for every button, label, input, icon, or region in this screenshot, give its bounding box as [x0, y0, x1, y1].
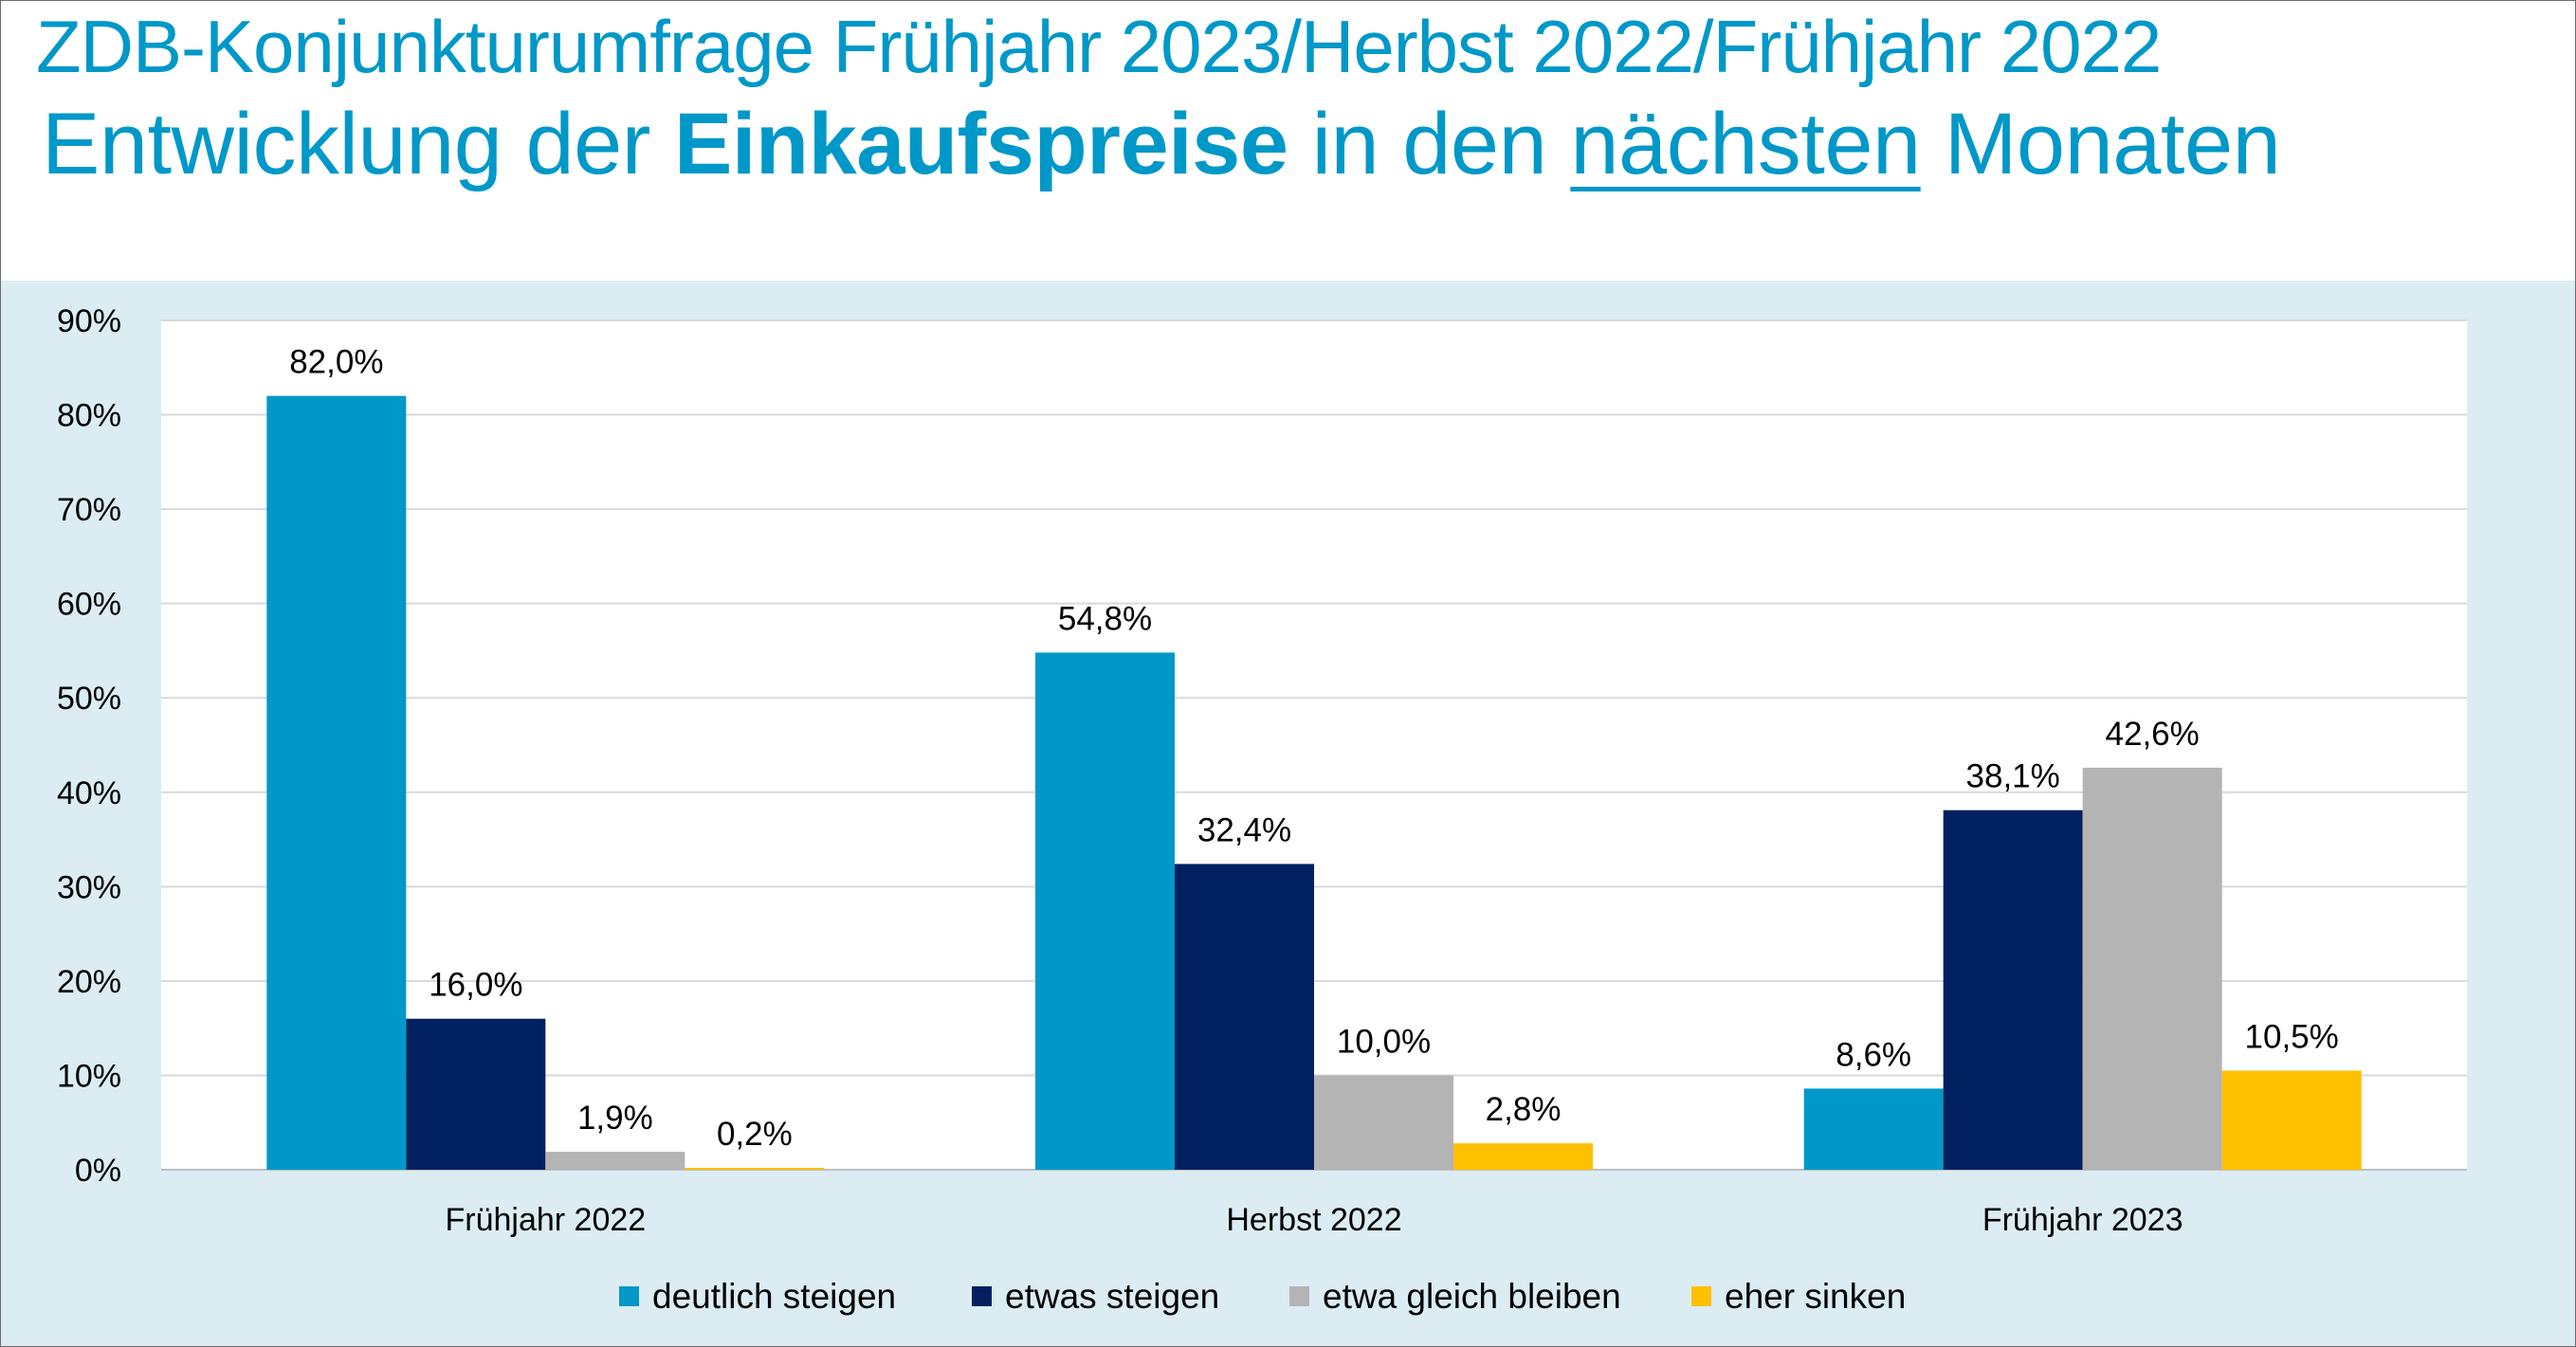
bar: [1314, 1075, 1453, 1170]
y-tick-label: 90%: [57, 303, 121, 339]
data-label: 16,0%: [429, 967, 522, 1004]
bar: [266, 395, 407, 1171]
chart-subtitle: Entwicklung der Einkaufspreise in den nä…: [42, 95, 2281, 194]
bar: [2221, 1070, 2362, 1170]
legend-swatch: [1691, 1286, 1711, 1306]
title-area: ZDB-Konjunkturumfrage Frühjahr 2023/Herb…: [0, 0, 2576, 281]
bars: [266, 395, 2362, 1171]
legend-label: etwas steigen: [1005, 1277, 1219, 1316]
y-tick-label: 80%: [57, 398, 121, 434]
y-tick-label: 50%: [57, 681, 121, 717]
subtitle-underlined-text: nächsten: [1570, 96, 1921, 192]
y-tick-label: 40%: [57, 775, 121, 811]
data-label: 8,6%: [1836, 1036, 1911, 1073]
legend-label: deutlich steigen: [652, 1277, 896, 1316]
legend-swatch: [619, 1286, 639, 1306]
y-axis-ticks: 0% 10% 20% 30% 40% 50% 60% 70% 80% 90%: [57, 303, 121, 1189]
data-label: 2,8%: [1486, 1091, 1562, 1128]
data-label: 0,2%: [717, 1116, 793, 1153]
data-label: 1,9%: [577, 1100, 653, 1137]
data-label: 10,5%: [2245, 1018, 2339, 1055]
bar: [1943, 810, 2083, 1170]
legend-label: etwa gleich bleiben: [1323, 1277, 1621, 1316]
chart-title: ZDB-Konjunkturumfrage Frühjahr 2023/Herb…: [36, 5, 2162, 88]
data-labels: 82,0% 16,0% 1,9% 0,2% 54,8% 32,4% 10,0% 2,8% 8,6…: [289, 344, 2339, 1153]
y-tick-label: 30%: [57, 869, 121, 905]
bar: [1175, 864, 1314, 1170]
bar-chart: 0% 10% 20% 30% 40% 50% 60% 70% 80% 90% 82,0% 16,0%…: [57, 303, 2467, 1316]
bar: [2082, 767, 2222, 1170]
legend: deutlich steigen etwas steigen etwa gleich…: [619, 1277, 1906, 1316]
bar: [685, 1168, 825, 1170]
data-label: 10,0%: [1337, 1023, 1431, 1060]
bar: [406, 1018, 546, 1170]
chart-panel: 0% 10% 20% 30% 40% 50% 60% 70% 80% 90% 82,0% 16,0%…: [0, 281, 2576, 1347]
data-label: 38,1%: [1966, 758, 2060, 795]
subtitle-text-3: Monaten: [1920, 96, 2281, 192]
data-label: 42,6%: [2106, 716, 2200, 753]
bar: [1453, 1143, 1593, 1170]
bar: [1035, 652, 1175, 1170]
subtitle-bold-text: Einkaufspreise: [674, 96, 1288, 192]
y-tick-label: 20%: [57, 964, 121, 1000]
x-category-label: Frühjahr 2023: [1982, 1202, 2183, 1238]
x-category-label: Herbst 2022: [1226, 1202, 1401, 1238]
legend-swatch: [972, 1286, 992, 1306]
data-label: 54,8%: [1058, 600, 1152, 637]
data-label: 32,4%: [1197, 811, 1291, 848]
subtitle-text-1: Entwicklung der: [42, 96, 674, 192]
y-tick-label: 70%: [57, 492, 121, 528]
bar: [1803, 1088, 1944, 1170]
subtitle-text-2: in den: [1288, 96, 1571, 192]
y-tick-label: 10%: [57, 1058, 121, 1094]
legend-label: eher sinken: [1725, 1277, 1906, 1316]
legend-swatch: [1289, 1286, 1309, 1306]
x-axis-categories: Frühjahr 2022 Herbst 2022 Frühjahr 2023: [445, 1202, 2183, 1238]
bar: [545, 1152, 685, 1170]
x-category-label: Frühjahr 2022: [445, 1202, 646, 1238]
y-tick-label: 60%: [57, 587, 121, 623]
y-tick-label: 0%: [75, 1153, 121, 1189]
data-label: 82,0%: [289, 344, 383, 381]
